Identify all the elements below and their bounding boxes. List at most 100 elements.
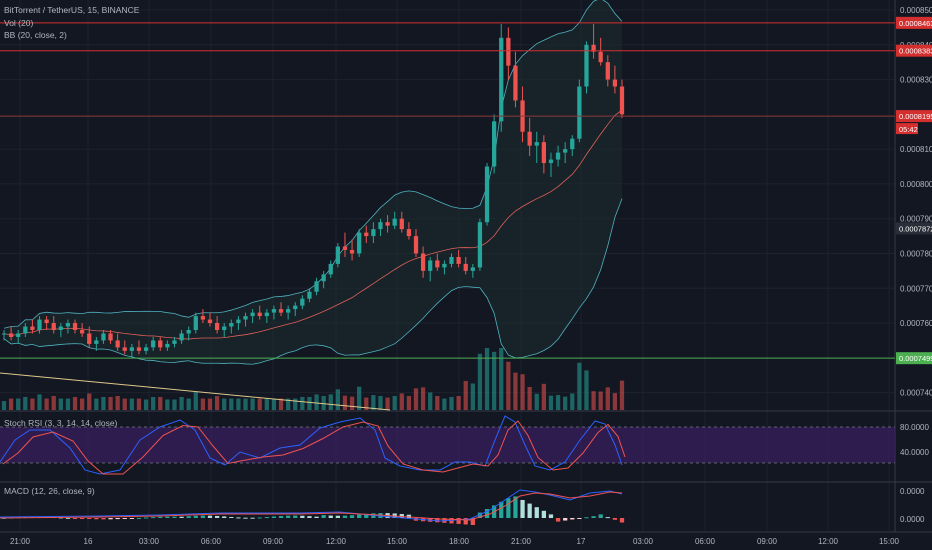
candle-body[interactable] (115, 340, 120, 348)
candle-body[interactable] (257, 312, 262, 317)
volume-bar[interactable] (470, 383, 475, 410)
macd-histogram-bar[interactable] (87, 518, 92, 520)
candle-body[interactable] (456, 256, 461, 264)
macd-histogram-bar[interactable] (477, 512, 483, 518)
volume-bar[interactable] (307, 396, 312, 410)
volume-bar[interactable] (300, 396, 305, 410)
macd-histogram-bar[interactable] (506, 498, 511, 518)
volume-bar[interactable] (271, 398, 277, 410)
macd-histogram-bar[interactable] (570, 518, 575, 520)
candle-body[interactable] (151, 340, 156, 348)
volume-bar[interactable] (87, 393, 92, 410)
candle-body[interactable] (44, 319, 49, 324)
macd-histogram-bar[interactable] (321, 515, 326, 518)
candle-body[interactable] (129, 347, 134, 351)
volume-bar[interactable] (23, 396, 28, 410)
macd-histogram-bar[interactable] (541, 510, 546, 518)
volume-bar[interactable] (477, 353, 483, 410)
volume-bar[interactable] (236, 398, 241, 410)
macd-histogram-bar[interactable] (179, 516, 184, 518)
volume-bar[interactable] (44, 398, 49, 410)
macd-histogram-bar[interactable] (605, 517, 610, 519)
volume-bar[interactable] (250, 398, 255, 410)
volume-bar[interactable] (449, 396, 454, 410)
volume-bar[interactable] (143, 399, 149, 410)
volume-bar[interactable] (442, 398, 447, 410)
trend-line[interactable] (0, 372, 391, 411)
volume-bar[interactable] (548, 395, 554, 410)
candle-body[interactable] (158, 340, 163, 348)
volume-bar[interactable] (371, 395, 376, 410)
volume-bar[interactable] (179, 396, 184, 410)
candle-body[interactable] (534, 142, 539, 146)
candle-body[interactable] (371, 229, 376, 237)
macd-histogram-bar[interactable] (619, 518, 625, 523)
macd-histogram-bar[interactable] (72, 518, 78, 519)
candle-body[interactable] (420, 253, 426, 271)
macd-histogram-bar[interactable] (243, 517, 248, 519)
volume-bar[interactable] (328, 394, 333, 410)
candle-body[interactable] (385, 222, 390, 226)
macd-histogram-bar[interactable] (534, 507, 539, 518)
macd-histogram-bar[interactable] (349, 515, 355, 518)
candle-body[interactable] (264, 312, 269, 317)
macd-histogram-bar[interactable] (257, 517, 262, 519)
candle-body[interactable] (108, 333, 113, 341)
candle-body[interactable] (250, 312, 255, 317)
candle-body[interactable] (271, 309, 277, 313)
candle-body[interactable] (506, 37, 511, 66)
macd-histogram-bar[interactable] (236, 517, 241, 519)
macd-histogram-bar[interactable] (165, 516, 170, 518)
macd-histogram-bar[interactable] (548, 514, 554, 518)
macd-legend[interactable]: MACD (12, 26, close, 9) (4, 486, 95, 496)
candle-body[interactable] (527, 131, 532, 146)
candle-body[interactable] (236, 319, 241, 324)
volume-bar[interactable] (1, 401, 7, 410)
volume-bar[interactable] (58, 398, 63, 410)
candle-body[interactable] (179, 333, 184, 341)
volume-bar[interactable] (378, 396, 383, 410)
candle-body[interactable] (513, 65, 518, 101)
candle-body[interactable] (87, 333, 92, 344)
macd-histogram-bar[interactable] (158, 516, 163, 518)
macd-histogram-bar[interactable] (563, 518, 568, 521)
volume-bar[interactable] (207, 398, 213, 410)
macd-histogram-bar[interactable] (591, 516, 596, 518)
candle-body[interactable] (328, 263, 333, 275)
macd-histogram-bar[interactable] (364, 513, 369, 518)
volume-bar[interactable] (30, 398, 35, 410)
macd-histogram-bar[interactable] (513, 496, 518, 518)
volume-bar[interactable] (286, 398, 291, 410)
candle-body[interactable] (286, 309, 291, 313)
volume-bar[interactable] (435, 396, 440, 410)
volume-bar[interactable] (257, 398, 262, 410)
volume-legend[interactable]: Vol (20) (4, 18, 34, 28)
candle-body[interactable] (122, 347, 127, 351)
volume-bar[interactable] (321, 396, 326, 410)
candle-body[interactable] (612, 79, 618, 87)
volume-bar[interactable] (520, 374, 525, 410)
stoch-rsi-legend[interactable]: Stoch RSI (3, 3, 14, 14, close) (4, 418, 118, 428)
volume-bar[interactable] (619, 380, 625, 410)
candle-body[interactable] (300, 298, 305, 306)
volume-bar[interactable] (577, 362, 582, 410)
macd-histogram-bar[interactable] (1, 518, 7, 519)
volume-bar[interactable] (186, 398, 191, 410)
symbol-title[interactable]: BitTorrent / TetherUS, 15, BINANCE (4, 5, 140, 15)
volume-bar[interactable] (136, 398, 142, 410)
volume-bar[interactable] (463, 381, 468, 410)
candle-body[interactable] (619, 86, 625, 115)
volume-bar[interactable] (222, 398, 227, 410)
macd-histogram-bar[interactable] (207, 515, 213, 518)
candle-body[interactable] (584, 44, 589, 87)
volume-bar[interactable] (278, 398, 284, 410)
candle-body[interactable] (8, 333, 14, 337)
candle-body[interactable] (335, 246, 340, 264)
candle-body[interactable] (172, 340, 177, 344)
volume-bar[interactable] (264, 398, 269, 410)
macd-histogram-bar[interactable] (264, 517, 269, 519)
volume-bar[interactable] (534, 393, 539, 410)
volume-bar[interactable] (229, 398, 234, 410)
candle-body[interactable] (470, 267, 475, 271)
